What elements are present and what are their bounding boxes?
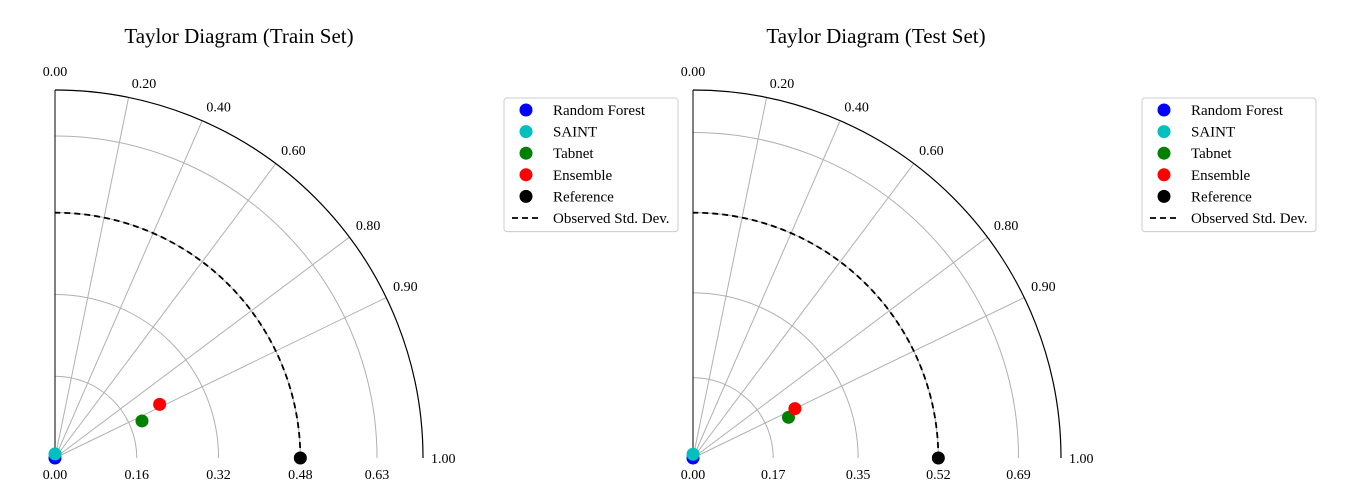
- corr-grid-ray: [692, 120, 841, 459]
- legend-label: Observed Std. Dev.: [553, 211, 670, 227]
- legend-label: SAINT: [1191, 125, 1235, 141]
- marker-reference: [293, 451, 307, 465]
- corr-tick-label: 1.00: [431, 452, 456, 467]
- legend-label: Reference: [1191, 189, 1252, 205]
- legend-box: [1141, 97, 1317, 233]
- corr-grid-ray: [54, 236, 350, 459]
- corr-tick-label: 0.40: [206, 101, 231, 116]
- corr-grid-ray: [54, 163, 277, 459]
- corr-tick-label: 0.90: [393, 280, 418, 295]
- corr-tick-label: 0.40: [844, 101, 869, 116]
- std-grid-arc: [692, 377, 774, 459]
- legend-marker: [519, 103, 533, 117]
- legend-marker: [519, 189, 533, 203]
- taylor-panel-1: Taylor Diagram (Test Set) 0.00 0.17 0.35 0.5…: [681, 24, 1317, 483]
- legend-marker: [1157, 125, 1171, 139]
- outer-arc: [692, 89, 1062, 459]
- std-tick-label: 0.32: [206, 468, 231, 483]
- std-grid-arc: [54, 293, 220, 459]
- corr-tick-label: 0.20: [132, 77, 157, 92]
- corr-tick-label: 0.20: [770, 77, 795, 92]
- legend-marker: [519, 168, 533, 182]
- marker-tabnet: [135, 414, 149, 428]
- marker-saint: [686, 447, 700, 461]
- legend-label: Tabnet: [553, 146, 594, 162]
- marker-ensemble: [788, 402, 802, 416]
- std-grid-arc: [692, 292, 859, 459]
- legend-label: Observed Std. Dev.: [1191, 211, 1308, 227]
- legend-box: [503, 97, 679, 233]
- legend-marker: [1157, 168, 1171, 182]
- legend: Random Forest SAINT Tabnet Ensemble Referenc…: [503, 97, 679, 233]
- corr-tick-label: 0.00: [43, 65, 68, 80]
- observed-std-arc: [54, 211, 302, 459]
- corr-grid-ray: [54, 297, 387, 459]
- corr-tick-label: 1.00: [1069, 452, 1094, 467]
- marker-ensemble: [153, 397, 167, 411]
- legend-marker: [1157, 146, 1171, 160]
- std-tick-label: 0.35: [846, 468, 871, 483]
- legend-label: Random Forest: [553, 103, 646, 119]
- legend-marker: [519, 125, 533, 139]
- legend-label: Ensemble: [553, 168, 612, 184]
- marker-reference: [931, 451, 945, 465]
- legend-marker: [1157, 189, 1171, 203]
- legend-label: Ensemble: [1191, 168, 1250, 184]
- std-tick-label: 0.16: [125, 468, 150, 483]
- std-tick-label: 0.17: [761, 468, 786, 483]
- legend: Random Forest SAINT Tabnet Ensemble Referenc…: [1141, 97, 1317, 233]
- outer-arc: [54, 89, 424, 459]
- std-grid-arc: [54, 135, 378, 459]
- std-grid-arc: [54, 212, 301, 459]
- corr-grid-ray: [54, 97, 130, 459]
- chart-title: Taylor Diagram (Train Set): [124, 24, 353, 48]
- corr-tick-label: 0.00: [681, 65, 706, 80]
- corr-grid-ray: [692, 297, 1025, 459]
- legend-label: SAINT: [553, 125, 597, 141]
- std-tick-label: 0.00: [43, 468, 68, 483]
- legend-marker: [519, 146, 533, 160]
- legend-label: Tabnet: [1191, 146, 1232, 162]
- chart-title: Taylor Diagram (Test Set): [766, 24, 985, 48]
- std-grid-arc: [54, 375, 138, 459]
- taylor-panel-0: Taylor Diagram (Train Set) 0.00 0.16 0.32 0.…: [43, 24, 679, 483]
- std-tick-label: 0.63: [365, 468, 390, 483]
- legend-marker: [1157, 103, 1171, 117]
- legend-label: Reference: [553, 189, 614, 205]
- std-tick-label: 0.52: [926, 468, 951, 483]
- std-grid-arc: [692, 131, 1020, 459]
- legend-label: Random Forest: [1191, 103, 1284, 119]
- std-tick-label: 0.48: [288, 468, 313, 483]
- marker-saint: [48, 447, 62, 461]
- corr-grid-ray: [54, 120, 203, 459]
- corr-tick-label: 0.80: [994, 219, 1019, 234]
- corr-tick-label: 0.90: [1031, 280, 1056, 295]
- std-tick-label: 0.00: [681, 468, 706, 483]
- corr-tick-label: 0.60: [281, 144, 306, 159]
- std-grid-arc: [692, 212, 939, 459]
- std-tick-label: 0.69: [1006, 468, 1031, 483]
- corr-grid-ray: [692, 97, 768, 459]
- corr-grid-ray: [692, 163, 915, 459]
- corr-tick-label: 0.60: [919, 144, 944, 159]
- observed-std-arc: [692, 211, 940, 459]
- corr-grid-ray: [692, 236, 988, 459]
- corr-tick-label: 0.80: [356, 219, 381, 234]
